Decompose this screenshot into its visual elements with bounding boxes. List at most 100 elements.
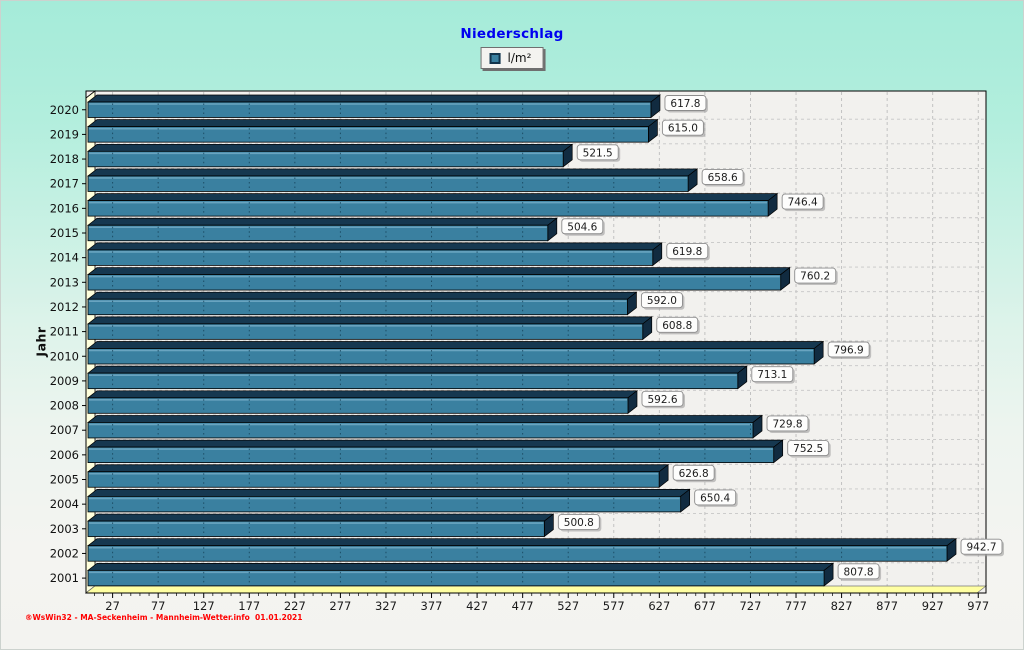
x-tick-label: 227 bbox=[284, 599, 306, 613]
x-tick-label: 827 bbox=[831, 599, 853, 613]
value-label: 746.4 bbox=[788, 197, 818, 209]
bar-top-face bbox=[86, 168, 699, 177]
bar bbox=[87, 422, 754, 439]
value-label-box bbox=[661, 119, 704, 136]
x-tick-label: 77 bbox=[151, 599, 166, 613]
value-label-box bbox=[751, 366, 794, 383]
value-label: 626.8 bbox=[679, 468, 709, 480]
bar-top-face bbox=[86, 341, 825, 349]
value-label: 615.0 bbox=[668, 123, 698, 135]
chart-title: Niederschlag bbox=[460, 26, 564, 42]
bar-top-face bbox=[86, 538, 958, 547]
value-label: 608.8 bbox=[662, 320, 692, 332]
x-tick-label: 477 bbox=[512, 599, 534, 613]
value-label: 619.8 bbox=[672, 246, 702, 258]
bar-top-face bbox=[86, 119, 659, 128]
bar bbox=[87, 200, 769, 217]
y-tick-label: 2002 bbox=[50, 546, 79, 560]
bar bbox=[87, 150, 564, 168]
value-label-box bbox=[576, 144, 619, 161]
y-tick-label: 2005 bbox=[50, 473, 79, 487]
bar-top-face bbox=[86, 415, 764, 423]
value-label-box bbox=[787, 440, 830, 457]
bar-top-face bbox=[86, 291, 638, 300]
value-label: 713.1 bbox=[757, 369, 787, 381]
bar bbox=[87, 348, 815, 365]
bar bbox=[87, 520, 545, 537]
x-tick-label: 327 bbox=[375, 599, 397, 613]
x-tick-label: 177 bbox=[238, 599, 260, 613]
y-tick-label: 2003 bbox=[50, 522, 79, 536]
value-label: 807.8 bbox=[844, 566, 874, 578]
bar-top-face bbox=[86, 489, 691, 497]
y-tick-label: 2008 bbox=[50, 399, 79, 413]
value-label-box bbox=[781, 193, 824, 210]
value-label-box bbox=[641, 390, 684, 407]
bar bbox=[87, 274, 782, 291]
value-label: 650.4 bbox=[700, 492, 730, 504]
bar bbox=[87, 446, 775, 464]
bar bbox=[87, 126, 649, 143]
y-tick-label: 2019 bbox=[50, 127, 79, 141]
footer-credit: ®WsWin32 - MA-Seckenheim - Mannheim-Wett… bbox=[25, 613, 303, 622]
y-tick-label: 2020 bbox=[50, 103, 79, 117]
bar-top-face bbox=[86, 464, 670, 473]
bar-top-face bbox=[86, 143, 574, 152]
value-label-box bbox=[561, 218, 604, 235]
x-tick-label: 377 bbox=[421, 599, 443, 613]
value-label: 942.7 bbox=[966, 542, 996, 554]
bar-top-face bbox=[86, 390, 639, 399]
value-label: 500.8 bbox=[564, 517, 594, 529]
x-tick-label: 977 bbox=[967, 599, 989, 613]
value-label-box bbox=[666, 242, 709, 259]
value-label: 760.2 bbox=[800, 271, 830, 283]
bar-top-face bbox=[86, 94, 661, 103]
bar bbox=[87, 101, 652, 118]
value-label-box bbox=[640, 292, 683, 309]
value-label-box bbox=[960, 538, 1003, 555]
value-label: 729.8 bbox=[772, 418, 802, 430]
x-tick-label: 727 bbox=[739, 599, 761, 613]
y-tick-label: 2006 bbox=[50, 448, 79, 462]
value-label-box bbox=[672, 464, 715, 481]
x-tick-label: 677 bbox=[694, 599, 716, 613]
value-label: 752.5 bbox=[793, 443, 823, 455]
y-tick-label: 2017 bbox=[50, 177, 79, 191]
bar bbox=[87, 397, 629, 414]
y-tick-label: 2015 bbox=[50, 226, 79, 240]
y-tick-label: 2001 bbox=[50, 571, 79, 585]
value-label-box bbox=[766, 415, 809, 432]
floor-3d bbox=[84, 585, 988, 594]
bar bbox=[87, 224, 549, 242]
value-label-box bbox=[557, 514, 600, 530]
x-tick-label: 427 bbox=[466, 599, 488, 613]
x-tick-label: 777 bbox=[785, 599, 807, 613]
bar bbox=[87, 495, 682, 513]
value-label-box bbox=[664, 95, 707, 111]
x-tick-label: 927 bbox=[922, 599, 944, 613]
value-label-box bbox=[701, 168, 744, 185]
value-label: 504.6 bbox=[567, 221, 597, 233]
value-label-box bbox=[794, 267, 837, 284]
bar bbox=[87, 323, 644, 340]
y-tick-label: 2011 bbox=[50, 325, 79, 339]
bar-top-face bbox=[86, 316, 653, 325]
x-tick-label: 277 bbox=[329, 599, 351, 613]
bar-top-face bbox=[86, 193, 779, 201]
value-label-box bbox=[656, 316, 699, 333]
y-tick-label: 2007 bbox=[50, 423, 79, 437]
y-tick-label: 2004 bbox=[50, 497, 79, 511]
bar bbox=[87, 298, 628, 316]
legend-swatch-icon bbox=[489, 52, 501, 64]
x-tick-label: 127 bbox=[193, 599, 215, 613]
y-tick-label: 2009 bbox=[50, 374, 79, 388]
x-tick-label: 627 bbox=[648, 599, 670, 613]
bar-top-face bbox=[86, 217, 558, 226]
bar-top-face bbox=[86, 242, 663, 251]
y-tick-label: 2016 bbox=[50, 201, 79, 215]
legend: l/m² bbox=[480, 47, 544, 69]
bar-top-face bbox=[86, 439, 784, 448]
bar bbox=[87, 545, 948, 562]
value-label-box bbox=[837, 563, 880, 580]
